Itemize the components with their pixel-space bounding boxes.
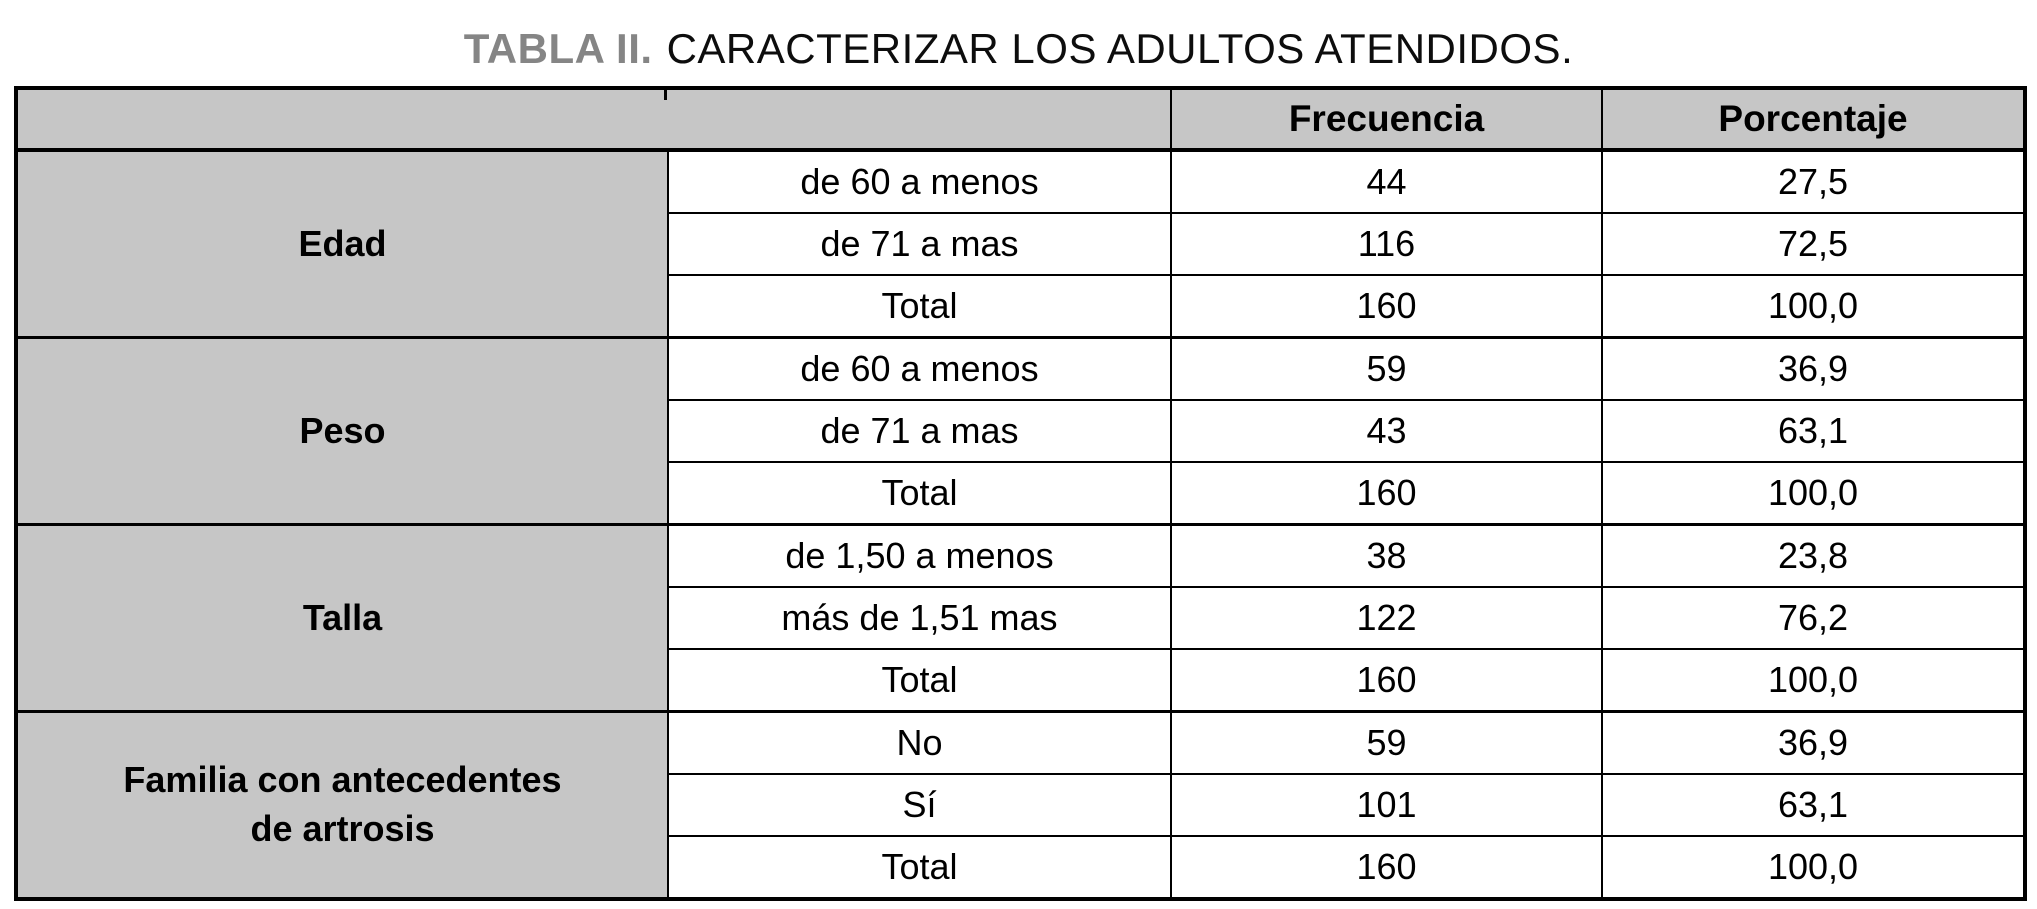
table-row: Sí 101 63,1 [16,773,2026,837]
category-cell: Total [667,461,1172,526]
table-row: Peso de 60 a menos 59 36,9 [15,336,2026,526]
header-cell-empty [15,87,1172,152]
characterization-table: Frecuencia Porcentaje Edad de 60 a menos… [14,86,2027,901]
percentage-cell: 100,0 [1601,461,2026,526]
group-label-peso: Peso [15,336,669,526]
category-cell: de 60 a menos [667,149,1172,214]
table-row: Total 160 100,0 [16,835,2026,900]
frequency-cell: 160 [1170,648,1603,713]
percentage-cell: 36,9 [1601,710,2026,775]
percentage-cell: 100,0 [1601,835,2026,900]
group-label-edad: Edad [15,149,669,339]
table-row: de 71 a mas 43 63,1 [16,399,2026,463]
frequency-cell: 122 [1170,586,1603,650]
frequency-cell: 116 [1170,212,1603,276]
table-row: más de 1,51 mas 122 76,2 [16,586,2026,650]
table-row: Total 160 100,0 [16,461,2026,526]
percentage-cell: 63,1 [1601,399,2026,463]
frequency-cell: 59 [1170,336,1603,401]
category-cell: Total [667,648,1172,713]
table-row: Total 160 100,0 [16,274,2026,339]
percentage-cell: 76,2 [1601,586,2026,650]
table-row: Talla de 1,50 a menos 38 23,8 [15,523,2026,713]
header-cell-frequency: Frecuencia [1170,87,1603,152]
table-title: TABLA II. CARACTERIZAR LOS ADULTOS ATENDI… [0,24,2037,74]
percentage-cell: 63,1 [1601,773,2026,837]
percentage-cell: 23,8 [1601,523,2026,588]
category-cell: No [667,710,1172,775]
percentage-cell: 27,5 [1601,149,2026,214]
category-cell: de 1,50 a menos [667,523,1172,588]
group-label-familia-antecedentes: Familia con antecedentes de artrosis [15,710,669,900]
frequency-cell: 43 [1170,399,1603,463]
frequency-cell: 160 [1170,274,1603,339]
category-cell: de 71 a mas [667,212,1172,276]
percentage-cell: 36,9 [1601,336,2026,401]
header-column-divider-tick [664,89,667,100]
header-row: Frecuencia Porcentaje [15,87,2026,152]
category-cell: Total [667,274,1172,339]
category-cell: de 71 a mas [667,399,1172,463]
frequency-cell: 160 [1170,835,1603,900]
category-cell: Sí [667,773,1172,837]
frequency-cell: 38 [1170,523,1603,588]
percentage-cell: 100,0 [1601,274,2026,339]
table-row: de 71 a mas 116 72,5 [16,212,2026,276]
category-cell: más de 1,51 mas [667,586,1172,650]
group-label-talla: Talla [15,523,669,713]
table-row: Familia con antecedentes de artrosis No … [15,710,2026,900]
table-row: Edad de 60 a menos 44 27,5 [15,149,2026,339]
frequency-cell: 160 [1170,461,1603,526]
frequency-cell: 101 [1170,773,1603,837]
table-title-text: CARACTERIZAR LOS ADULTOS ATENDIDOS. [666,25,1574,72]
header-cell-percentage: Porcentaje [1601,87,2026,152]
percentage-cell: 100,0 [1601,648,2026,713]
table-title-tag: TABLA II. [463,25,653,72]
frequency-cell: 44 [1170,149,1603,214]
percentage-cell: 72,5 [1601,212,2026,276]
category-cell: Total [667,835,1172,900]
table-row: Total 160 100,0 [16,648,2026,713]
category-cell: de 60 a menos [667,336,1172,401]
frequency-cell: 59 [1170,710,1603,775]
